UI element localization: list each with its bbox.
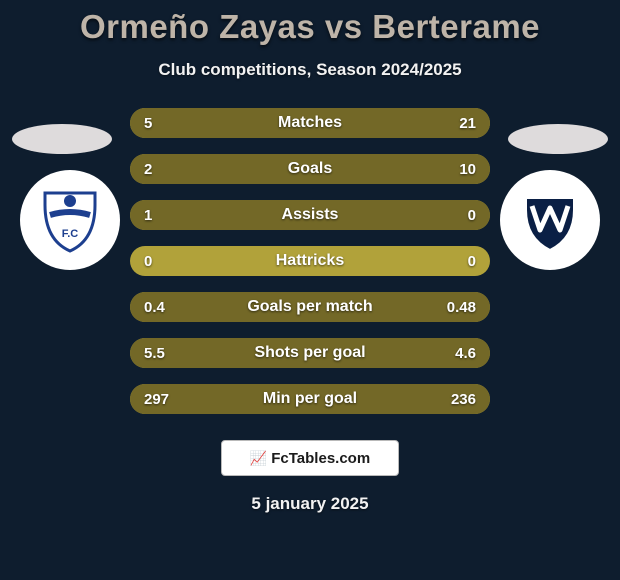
puebla-crest-icon: F.C [35,185,105,255]
stat-value-left: 5.5 [144,345,165,362]
crest-circle-right [500,170,600,270]
stat-row: Goals2 10 [130,154,490,184]
stat-label: Assists [130,206,490,224]
stat-row: Matches5 21 [130,108,490,138]
stat-label: Hattricks [130,252,490,270]
stat-row: Shots per goal5.5 4.6 [130,338,490,368]
player-right-placeholder [508,124,608,154]
stat-value-right: 0.48 [447,299,476,316]
stat-value-right: 0 [468,207,476,224]
club-crest-left: F.C [20,170,120,270]
page-title: Ormeño Zayas vs Berterame [0,8,620,46]
stat-value-right: 21 [459,115,476,132]
stat-row: Assists1 0 [130,200,490,230]
stat-value-right: 0 [468,253,476,270]
stat-value-right: 236 [451,391,476,408]
crest-circle-left: F.C [20,170,120,270]
site-name: FcTables.com [271,450,370,467]
stat-value-right: 4.6 [455,345,476,362]
stat-value-left: 1 [144,207,152,224]
stat-row: Hattricks0 0 [130,246,490,276]
stat-label: Matches [130,114,490,132]
stat-value-left: 2 [144,161,152,178]
stats-panel: Matches521Goals210Assists10Hattricks00Go… [130,108,490,414]
svg-text:F.C: F.C [62,228,79,240]
player-left-placeholder [12,124,112,154]
chart-icon: 📈 [250,450,267,467]
stat-value-left: 0.4 [144,299,165,316]
stat-value-right: 10 [459,161,476,178]
stat-value-left: 297 [144,391,169,408]
stat-label: Goals per match [130,298,490,316]
date-label: 5 january 2025 [0,494,620,514]
monterrey-crest-icon [516,186,584,254]
comparison-card: Ormeño Zayas vs Berterame Club competiti… [0,0,620,580]
stat-label: Shots per goal [130,344,490,362]
stat-value-left: 5 [144,115,152,132]
stat-label: Goals [130,160,490,178]
subtitle: Club competitions, Season 2024/2025 [0,60,620,80]
club-crest-right [500,170,600,270]
stat-label: Min per goal [130,390,490,408]
stat-row: Goals per match0.4 0.48 [130,292,490,322]
stat-row: Min per goal297 236 [130,384,490,414]
stat-value-left: 0 [144,253,152,270]
site-badge[interactable]: 📈 FcTables.com [221,440,399,476]
